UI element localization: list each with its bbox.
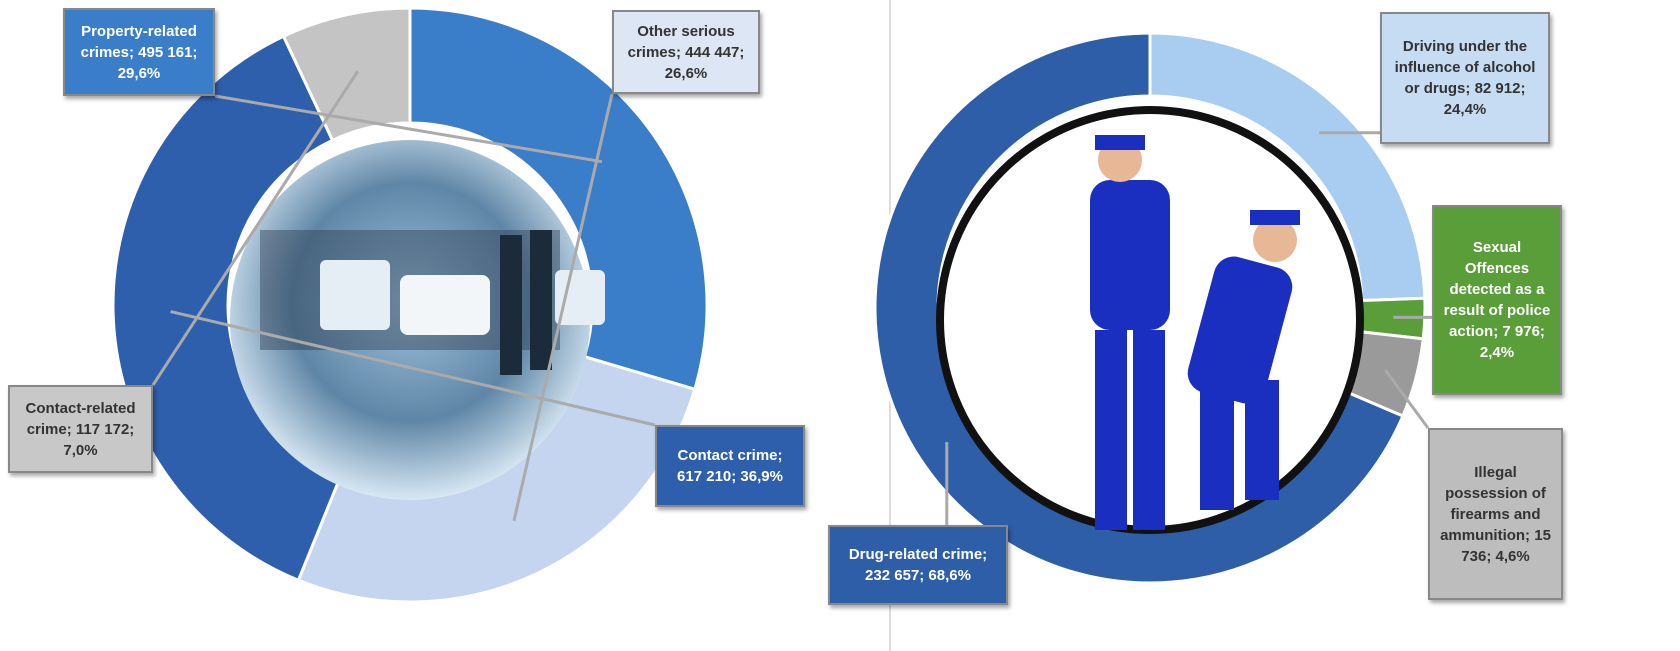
value-label: 82 912; (1474, 80, 1526, 97)
value-label: 117 172; (75, 420, 135, 438)
category-label: Contact crime; (677, 447, 783, 464)
illustration (936, 106, 1364, 534)
value-label: 7 976; (1502, 323, 1545, 340)
data-label: Sexual Offences detected as a result of … (1432, 205, 1562, 395)
category-label: Illegal possession of firearms and ammun… (1440, 463, 1546, 544)
value-label: 36,9% (740, 468, 783, 485)
donut-segment (281, 6, 412, 143)
value-label: 15 736; (1461, 526, 1551, 565)
value-label: 495 161; (138, 43, 198, 61)
leader-line (512, 93, 614, 522)
value-label: 617 210; (677, 468, 737, 485)
category-label: Property-related crimes; (80, 22, 197, 61)
data-label: Illegal possession of firearms and ammun… (1428, 428, 1563, 600)
donut-segment (408, 6, 709, 392)
value-label: 4,6% (1495, 547, 1530, 565)
category-label: Contact-related crime; (25, 399, 136, 438)
leader-line (1384, 369, 1430, 429)
data-label: Contact crime; 617 210; 36,9% (655, 425, 805, 507)
category-label: Other serious crimes; (627, 22, 735, 61)
value-label: 24,4% (1443, 101, 1487, 118)
data-label: Contact-related crime; 117 172; 7,0% (8, 385, 153, 473)
leader-line (170, 310, 656, 427)
category-label: Drug-related crime; (848, 546, 988, 563)
value-label: 68,6% (928, 567, 971, 584)
data-label: Other serious crimes; 444 447; 26,6% (612, 10, 760, 94)
photo (230, 140, 605, 500)
value-label: 444 447; (685, 43, 745, 61)
category-label: Driving under the influence of alcohol o… (1394, 38, 1536, 97)
leader-line (214, 94, 603, 164)
category-label: Sexual Offences detected as a result of … (1443, 239, 1551, 340)
value-label: 232 657; (865, 567, 925, 584)
value-label: 29,6% (117, 64, 161, 82)
value-label: 7,0% (63, 441, 98, 459)
data-label: Drug-related crime; 232 657; 68,6% (828, 525, 1008, 605)
data-label: Property-related crimes; 495 161; 29,6% (63, 8, 215, 96)
value-label: 26,6% (664, 64, 708, 82)
leader-line (151, 70, 360, 386)
value-label: 2,4% (1479, 344, 1515, 361)
data-label: Driving under the influence of alcohol o… (1380, 12, 1550, 144)
